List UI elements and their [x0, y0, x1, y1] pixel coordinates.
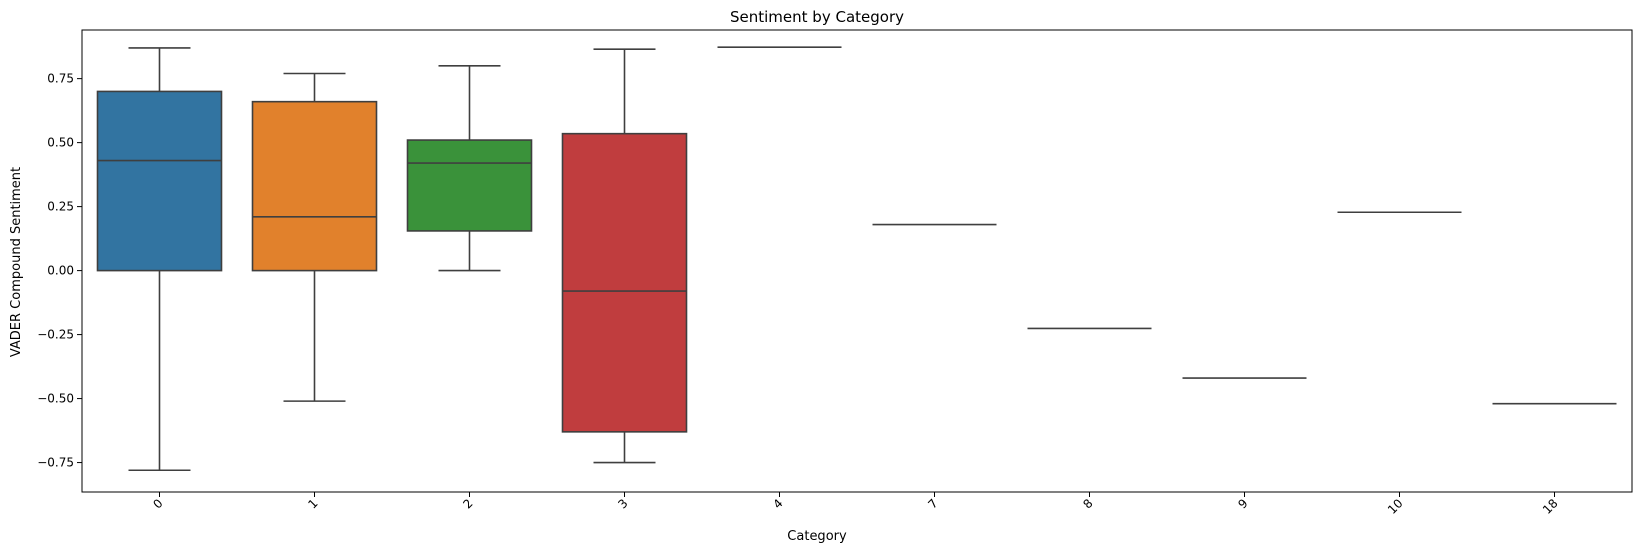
box-2	[406, 139, 533, 232]
x-tick-label: 0	[150, 496, 165, 511]
x-tick-label: 7	[925, 496, 940, 511]
y-tick-label: 0.75	[47, 72, 74, 86]
x-tick-label: 9	[1235, 496, 1250, 511]
box-group-1	[251, 72, 378, 402]
box-1	[251, 100, 378, 272]
y-tick-label: −0.25	[37, 328, 74, 342]
box-group-3	[561, 48, 688, 464]
x-tick-label: 1	[305, 496, 320, 511]
x-tick-label: 4	[770, 496, 785, 511]
box-group-0	[96, 47, 223, 472]
box-3	[561, 132, 688, 433]
y-tick-label: 0.00	[47, 264, 74, 278]
x-axis-label: Category	[787, 529, 847, 544]
x-tick-label: 3	[615, 496, 630, 511]
x-tick-label: 10	[1385, 496, 1406, 517]
y-tick-label: −0.75	[37, 456, 74, 470]
plot-area	[96, 46, 1617, 472]
y-tick-label: 0.25	[47, 200, 74, 214]
chart-title: Sentiment by Category	[730, 8, 904, 26]
y-tick-label: −0.50	[37, 392, 74, 406]
y-tick-label: 0.50	[47, 136, 74, 150]
axes-frame	[81, 29, 1633, 493]
box-0	[96, 90, 223, 272]
x-tick-label: 18	[1540, 496, 1561, 517]
y-axis-label: VADER Compound Sentiment	[9, 167, 24, 357]
x-tick-label: 2	[460, 496, 475, 511]
x-tick-label: 8	[1080, 496, 1095, 511]
box-group-2	[406, 65, 533, 272]
